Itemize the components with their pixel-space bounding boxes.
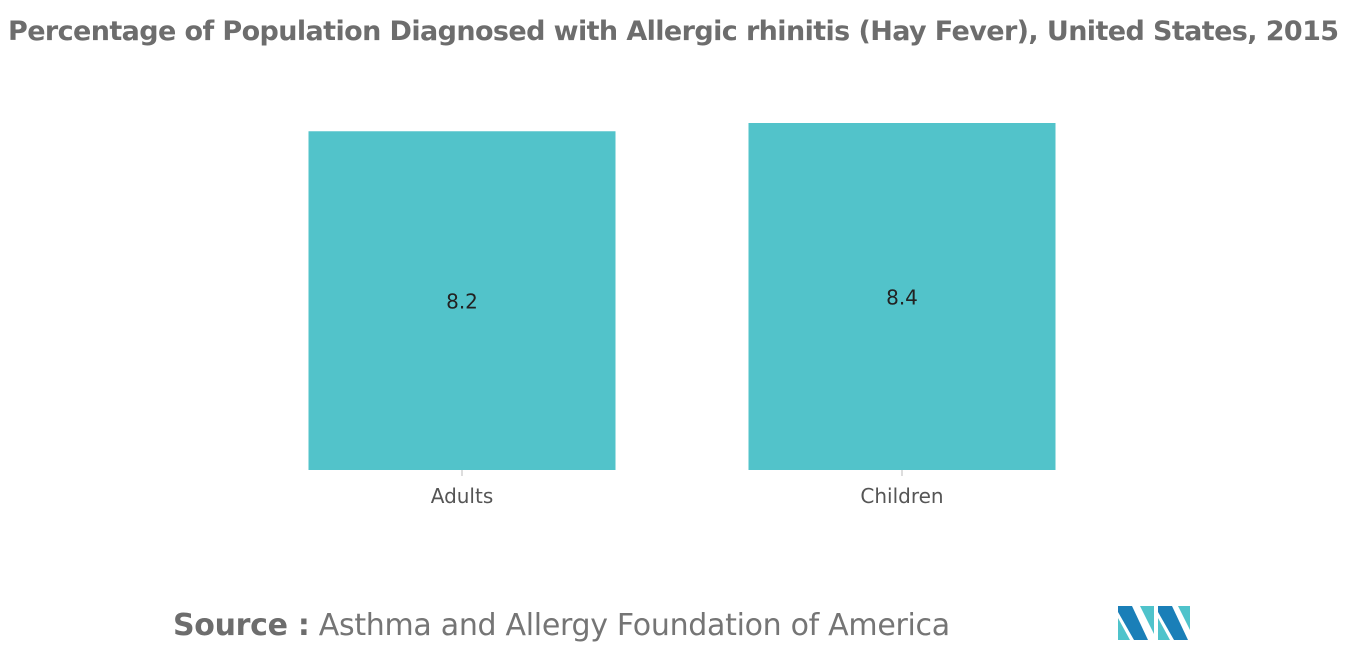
data-label-adults: 8.2	[446, 290, 478, 314]
x-tick-label-children: Children	[860, 484, 943, 508]
source-label: Source :	[173, 608, 310, 643]
mordor-intelligence-logo-icon	[1118, 606, 1190, 640]
data-label-children: 8.4	[886, 286, 918, 310]
source-note: Source : Asthma and Allergy Foundation o…	[173, 604, 950, 648]
chart-title: Percentage of Population Diagnosed with …	[8, 16, 1339, 47]
bar-adults	[308, 131, 616, 470]
bar-chart: 8.2 Adults 8.4 Children	[308, 123, 1056, 508]
source-text: Asthma and Allergy Foundation of America	[309, 608, 950, 643]
bar-children	[748, 123, 1056, 470]
x-tick-label-adults: Adults	[431, 484, 494, 508]
